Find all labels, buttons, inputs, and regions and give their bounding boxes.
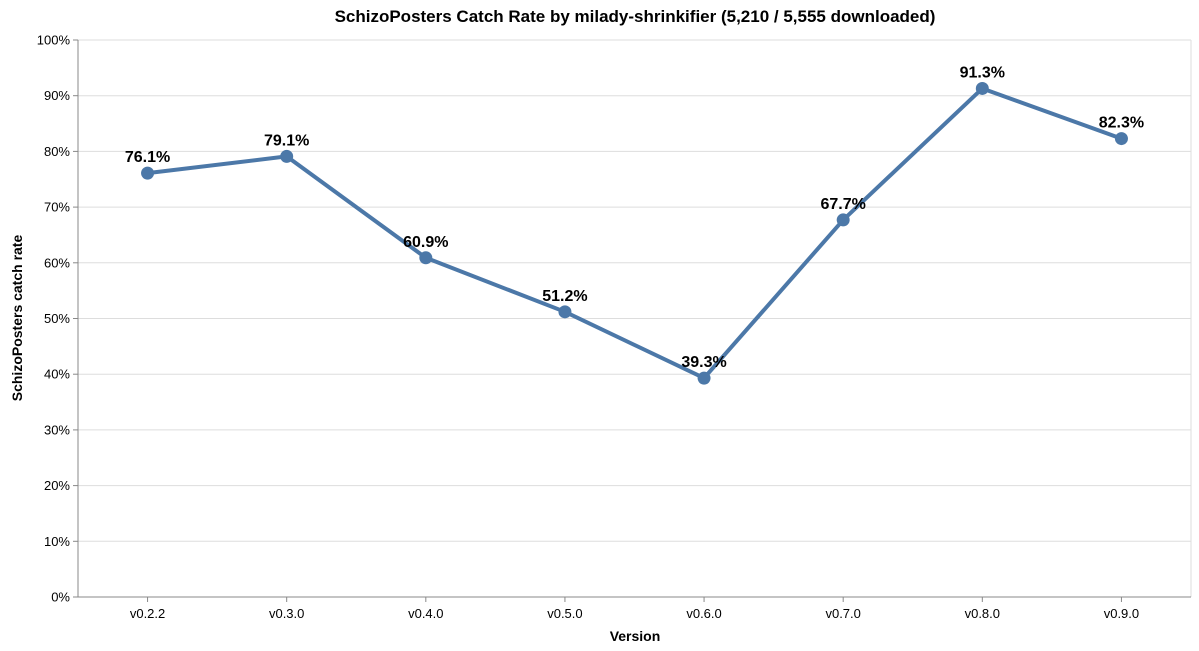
y-tick-label: 40% xyxy=(44,367,70,382)
chart-title: SchizoPosters Catch Rate by milady-shrin… xyxy=(335,7,936,26)
x-tick-label: v0.2.2 xyxy=(130,606,165,621)
y-tick-label: 20% xyxy=(44,478,70,493)
y-tick-label: 10% xyxy=(44,534,70,549)
x-tick-label: v0.4.0 xyxy=(408,606,443,621)
x-tick-label: v0.8.0 xyxy=(965,606,1000,621)
data-point xyxy=(836,213,850,227)
series-catch-rate xyxy=(141,81,1128,385)
x-tick-label: v0.7.0 xyxy=(825,606,860,621)
y-tick-label: 80% xyxy=(44,144,70,159)
y-tick-label: 70% xyxy=(44,200,70,215)
x-axis: v0.2.2 v0.3.0 v0.4.0 v0.5.0 v0.6.0 v0.7.0 v0.8… xyxy=(78,596,1191,621)
data-label: 91.3% xyxy=(960,64,1005,81)
gridlines xyxy=(78,39,1192,598)
y-tick-label: 60% xyxy=(44,255,70,270)
x-tick-label: v0.5.0 xyxy=(547,606,582,621)
data-label: 76.1% xyxy=(125,149,170,166)
data-label: 39.3% xyxy=(681,354,726,371)
y-tick-label: 0% xyxy=(51,590,70,605)
data-labels: 76.1% 79.1% 60.9% 51.2% 39.3% 67.7% 91.3% 82.3% xyxy=(125,64,1144,371)
data-label: 51.2% xyxy=(542,288,587,305)
series-line xyxy=(145,86,1124,381)
data-point xyxy=(280,149,294,163)
data-point xyxy=(697,371,711,385)
data-label: 67.7% xyxy=(821,196,866,213)
x-tick-label: v0.6.0 xyxy=(686,606,721,621)
y-tick-label: 100% xyxy=(37,33,71,48)
data-point xyxy=(975,81,989,95)
data-point xyxy=(141,166,155,180)
data-point xyxy=(1114,132,1128,146)
data-point xyxy=(558,305,572,319)
y-axis-title: SchizoPosters catch rate xyxy=(9,235,25,402)
data-point xyxy=(419,251,433,265)
x-tick-label: v0.9.0 xyxy=(1104,606,1139,621)
data-label: 82.3% xyxy=(1099,115,1144,132)
data-label: 79.1% xyxy=(264,132,309,149)
x-axis-title: Version xyxy=(610,628,661,644)
y-tick-label: 30% xyxy=(44,422,70,437)
y-axis: 0% 10% 20% 30% 40% 50% 60% 70% 80% 90% 100% xyxy=(37,33,79,605)
y-tick-label: 90% xyxy=(44,88,70,103)
y-tick-label: 50% xyxy=(44,311,70,326)
data-label: 60.9% xyxy=(403,234,448,251)
x-tick-label: v0.3.0 xyxy=(269,606,304,621)
